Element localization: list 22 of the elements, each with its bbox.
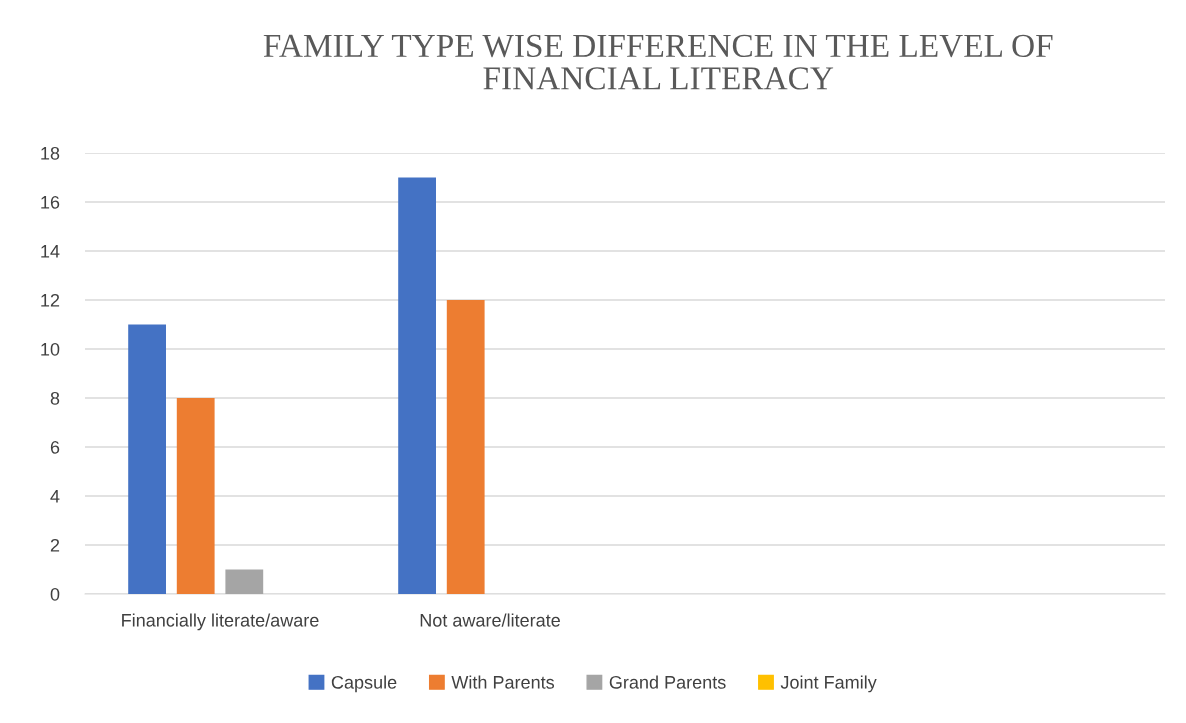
bar [225, 569, 264, 594]
y-tick-label: 2 [50, 538, 60, 552]
bar [176, 398, 215, 594]
y-tick-label: 16 [41, 195, 60, 209]
chart-title: FAMILY TYPE WISE DIFFERENCE IN THE LEVEL OF FINANCIAL LITERACY [263, 34, 1053, 90]
legend-label: Capsule [331, 675, 397, 693]
x-tick-label: Financially literate/aware [122, 613, 319, 631]
y-tick-label: 12 [41, 293, 60, 307]
legend-label: Joint Family [780, 675, 877, 693]
bar [446, 300, 485, 594]
y-tick-label: 14 [41, 245, 60, 258]
y-tick-label: 8 [50, 391, 60, 405]
legend-label: With Parents [451, 675, 555, 689]
y-tick-label: 0 [50, 587, 60, 601]
bar [128, 324, 166, 594]
x-tick-label: Not aware/literate [420, 613, 560, 627]
bar [398, 177, 436, 594]
legend-label: Grand Parents [609, 675, 726, 689]
y-tick-label: 18 [41, 146, 60, 160]
y-tick-label: 4 [50, 490, 60, 503]
y-tick-label: 10 [41, 342, 60, 356]
y-tick-label: 6 [50, 440, 60, 454]
